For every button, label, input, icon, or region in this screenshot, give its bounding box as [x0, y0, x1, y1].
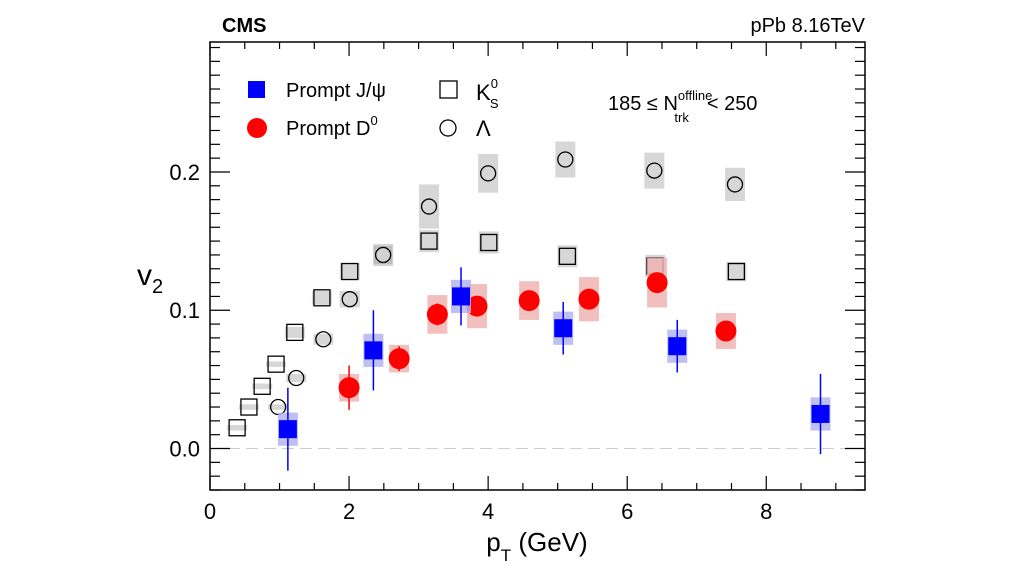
- plot-frame: [209, 41, 866, 491]
- data-point: [341, 291, 358, 308]
- data-point: [253, 377, 271, 395]
- selection-label: 185 ≤ Noffline trk< 250: [608, 88, 757, 125]
- x-tick-label: 6: [621, 499, 633, 524]
- y-tick-label: 0.2: [169, 160, 200, 185]
- data-point: [313, 289, 331, 307]
- systematic-box: [557, 245, 578, 268]
- x-tick-label: 8: [760, 499, 772, 524]
- systematic-box: [311, 290, 332, 305]
- legend-marker-k0s: [439, 80, 458, 99]
- systematic-box: [419, 184, 440, 229]
- systematic-box: [419, 230, 440, 253]
- data-point: [286, 323, 304, 342]
- systematic-box: [339, 290, 360, 308]
- data-point: [480, 233, 498, 252]
- data-point: [364, 341, 383, 360]
- x-tick-label: 4: [482, 499, 494, 524]
- data-marks: [210, 141, 865, 471]
- data-point: [557, 151, 574, 168]
- data-point: [452, 287, 471, 306]
- data-point: [558, 247, 577, 265]
- legend-label-d0: Prompt D0: [286, 113, 378, 140]
- data-point: [420, 232, 438, 250]
- data-point: [715, 320, 737, 342]
- data-point: [466, 295, 488, 317]
- systematic-box: [478, 231, 499, 254]
- systematic-box: [339, 263, 360, 280]
- systematic-box: [726, 261, 747, 282]
- data-point: [479, 165, 497, 182]
- y-axis-label: v2: [137, 259, 163, 298]
- x-axis-label: pT (GeV): [486, 527, 587, 565]
- data-point: [518, 290, 540, 312]
- systematic-box: [478, 154, 499, 193]
- systematic-box: [555, 141, 576, 178]
- y-tick-label: 0.0: [169, 437, 200, 462]
- data-point: [646, 272, 668, 294]
- systematic-box: [644, 152, 665, 189]
- data-point: [341, 262, 359, 281]
- data-point: [554, 319, 573, 338]
- experiment-label: CMS: [222, 15, 266, 37]
- data-point: [426, 303, 448, 325]
- data-point: [338, 377, 360, 399]
- systematic-box: [266, 361, 287, 367]
- data-point: [646, 162, 663, 179]
- data-point: [420, 198, 438, 215]
- systematic-box: [313, 333, 334, 345]
- data-point: [726, 176, 744, 193]
- x-tick-label: 2: [343, 499, 355, 524]
- data-point: [374, 246, 392, 264]
- y-tick-label: 0.1: [169, 298, 200, 323]
- legend-marker-jpsi: [248, 81, 265, 98]
- data-point: [240, 398, 258, 416]
- legend-label-jpsi: Prompt J/ψ: [286, 80, 386, 102]
- data-point: [315, 331, 332, 348]
- systematic-box: [227, 425, 248, 431]
- data-point: [228, 419, 246, 437]
- systematic-box: [268, 404, 289, 410]
- systematic-box: [724, 167, 745, 202]
- legend-marker-lambda: [439, 119, 457, 137]
- data-point: [278, 420, 297, 439]
- data-point: [811, 404, 830, 423]
- data-point: [288, 369, 305, 387]
- data-point: [388, 348, 410, 370]
- data-point: [578, 288, 600, 310]
- legend-label-k0s: K0 S: [476, 76, 499, 111]
- axis-ticks: 0 2 4 6 8 0.0 0.1 0.2: [169, 42, 865, 524]
- x-tick-label: 0: [204, 499, 216, 524]
- systematic-box: [252, 383, 273, 390]
- legend-marker-d0: [247, 118, 267, 138]
- data-point: [727, 262, 746, 281]
- systematic-box: [284, 326, 305, 338]
- system-label: pPb 8.16TeV: [750, 15, 865, 37]
- legend-label-lambda: Λ: [476, 116, 491, 141]
- systematic-box: [286, 373, 307, 383]
- systematic-box: [238, 404, 259, 410]
- legend: Prompt J/ψ Prompt D0 K0 S Λ: [247, 76, 499, 141]
- data-point: [668, 337, 687, 356]
- data-point: [267, 355, 285, 373]
